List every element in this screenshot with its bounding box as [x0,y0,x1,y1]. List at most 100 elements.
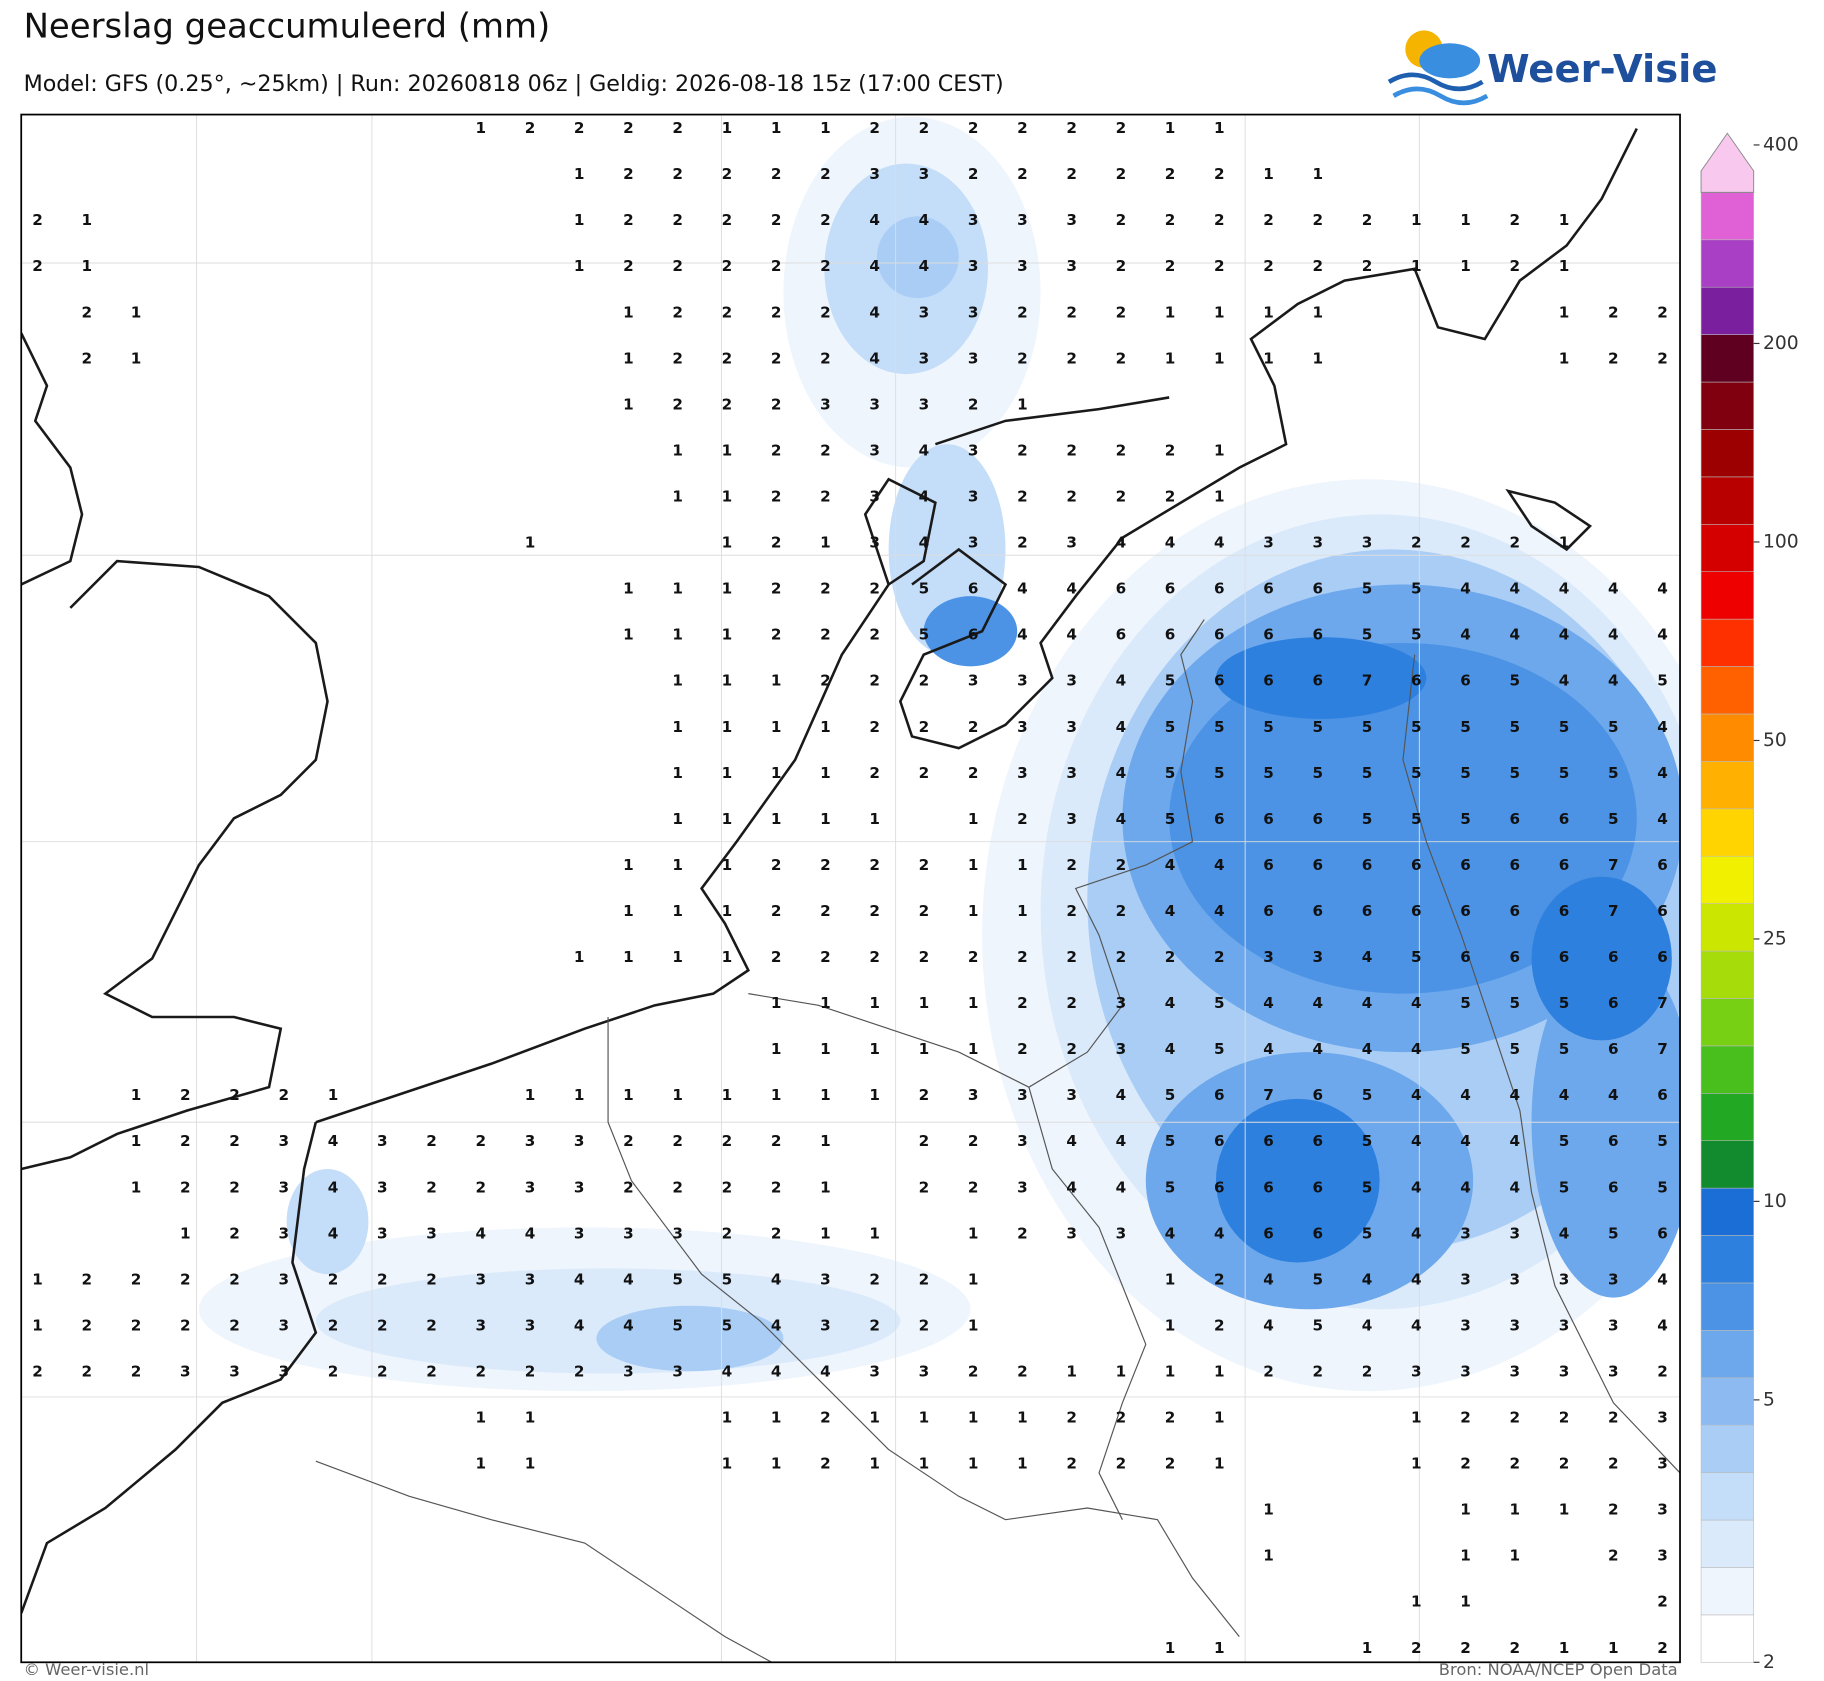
grid-value: 5 [672,1270,683,1288]
grid-value: 2 [1165,165,1176,183]
grid-value: 4 [1657,718,1668,736]
grid-value: 1 [1017,1409,1028,1427]
grid-value: 1 [623,902,634,920]
grid-value: 3 [1313,948,1324,966]
grid-value: 2 [180,1178,191,1196]
grid-value: 4 [1509,626,1520,644]
grid-value: 6 [1313,1224,1324,1242]
grid-value: 6 [1263,1224,1274,1242]
grid-value: 5 [1460,1040,1471,1058]
grid-value: 5 [1559,718,1570,736]
grid-value: 4 [869,349,880,367]
grid-value: 2 [771,856,782,874]
grid-value: 4 [1608,672,1619,690]
grid-value: 4 [1263,1316,1274,1334]
grid-value: 1 [1509,1547,1520,1565]
grid-value: 5 [919,580,930,598]
grid-value: 3 [968,303,979,321]
grid-value: 3 [672,1224,683,1242]
grid-value: 3 [1066,257,1077,275]
grid-value: 4 [1559,626,1570,644]
grid-value: 2 [1017,349,1028,367]
grid-value: 2 [131,1316,142,1334]
grid-value: 5 [1362,810,1373,828]
grid-value: 2 [919,1178,930,1196]
grid-value: 4 [1411,1270,1422,1288]
grid-value: 1 [722,1086,733,1104]
grid-value: 6 [1263,1178,1274,1196]
grid-value: 5 [1657,672,1668,690]
grid-value: 2 [180,1270,191,1288]
colorbar-segment [1700,1377,1754,1426]
grid-value: 3 [279,1132,290,1150]
grid-value: 3 [968,211,979,229]
grid-value: 4 [1116,764,1127,782]
grid-value: 1 [1263,1501,1274,1519]
grid-value: 1 [672,902,683,920]
grid-value: 2 [229,1224,240,1242]
grid-value: 1 [722,856,733,874]
grid-value: 1 [1017,395,1028,413]
grid-value: 4 [1362,1040,1373,1058]
grid-value: 2 [1116,349,1127,367]
grid-value: 2 [1165,211,1176,229]
grid-value: 1 [722,580,733,598]
colorbar-segment [1700,1282,1754,1331]
grid-value: 5 [1460,994,1471,1012]
grid-value: 1 [968,902,979,920]
grid-value: 2 [229,1086,240,1104]
grid-value: 5 [1214,764,1225,782]
grid-value: 1 [623,395,634,413]
grid-value: 3 [1017,672,1028,690]
grid-value: 5 [1411,718,1422,736]
grid-value: 2 [1460,1409,1471,1427]
grid-value: 5 [722,1270,733,1288]
grid-value: 5 [1362,626,1373,644]
grid-value: 5 [1411,626,1422,644]
grid-value: 2 [919,902,930,920]
grid-value: 2 [1509,1639,1520,1657]
grid-value: 2 [180,1086,191,1104]
grid-value: 2 [968,1132,979,1150]
grid-value: 4 [1657,626,1668,644]
grid-value: 6 [1608,1178,1619,1196]
grid-value: 4 [1066,580,1077,598]
grid-value: 2 [771,1178,782,1196]
grid-value: 2 [32,257,43,275]
grid-value: 4 [1559,1086,1570,1104]
grid-value: 1 [1509,1501,1520,1519]
grid-value: 1 [968,1409,979,1427]
grid-value: 2 [1460,1455,1471,1473]
grid-value: 3 [968,349,979,367]
grid-value: 1 [623,303,634,321]
grid-value: 4 [1214,534,1225,552]
grid-value: 4 [1165,1224,1176,1242]
grid-value: 1 [672,718,683,736]
grid-value: 1 [1313,165,1324,183]
grid-value: 1 [1313,303,1324,321]
grid-value: 2 [919,764,930,782]
grid-value: 2 [328,1362,339,1380]
grid-value: 1 [771,1040,782,1058]
grid-value: 3 [426,1224,437,1242]
grid-value: 1 [180,1224,191,1242]
colorbar-segment [1700,1472,1754,1521]
grid-value: 1 [1460,1547,1471,1565]
grid-value: 1 [1066,1362,1077,1380]
grid-value: 5 [1460,810,1471,828]
grid-value: 1 [968,1270,979,1288]
grid-value: 2 [1116,856,1127,874]
grid-value: 1 [722,441,733,459]
grid-value: 2 [1066,1409,1077,1427]
grid-value: 5 [1263,718,1274,736]
grid-value: 2 [1608,303,1619,321]
grid-value: 6 [1657,1224,1668,1242]
grid-value: 2 [426,1132,437,1150]
colorbar-segment [1700,1614,1754,1663]
grid-value: 1 [820,1132,831,1150]
grid-value: 1 [722,948,733,966]
grid-value: 4 [1460,1178,1471,1196]
grid-value: 6 [1313,1178,1324,1196]
grid-value: 4 [1362,1270,1373,1288]
grid-value: 6 [1214,810,1225,828]
